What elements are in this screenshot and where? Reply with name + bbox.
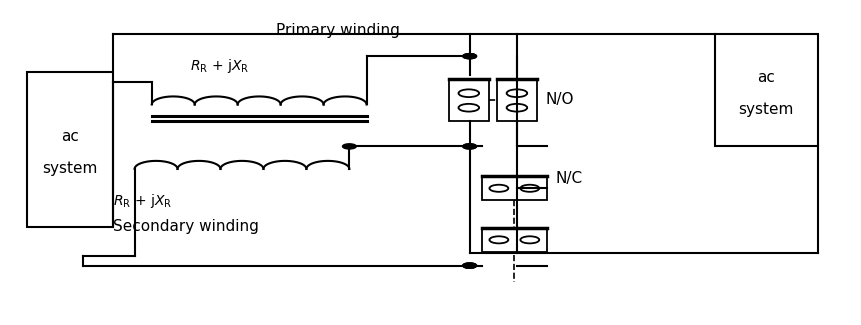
Circle shape xyxy=(462,144,476,149)
Circle shape xyxy=(462,263,476,268)
Bar xyxy=(481,228,546,252)
Circle shape xyxy=(462,54,476,59)
Circle shape xyxy=(462,54,476,59)
Text: N/O: N/O xyxy=(545,92,573,107)
Text: N/C: N/C xyxy=(554,171,582,186)
Bar xyxy=(714,33,817,146)
Bar xyxy=(449,79,488,121)
Text: $R_{\mathrm{R}}$ + j$X_{\mathrm{R}}$: $R_{\mathrm{R}}$ + j$X_{\mathrm{R}}$ xyxy=(190,57,250,75)
Circle shape xyxy=(462,263,476,268)
Text: system: system xyxy=(738,102,793,117)
Bar xyxy=(497,79,536,121)
Circle shape xyxy=(462,144,476,149)
Text: Secondary winding: Secondary winding xyxy=(113,219,258,234)
Text: Primary winding: Primary winding xyxy=(276,23,400,38)
Text: ac: ac xyxy=(756,70,774,84)
Bar xyxy=(28,72,113,227)
Bar xyxy=(481,176,546,200)
Text: system: system xyxy=(42,162,97,176)
Text: ac: ac xyxy=(61,129,79,144)
Text: $R_{\mathrm{R}}$ + j$X_{\mathrm{R}}$: $R_{\mathrm{R}}$ + j$X_{\mathrm{R}}$ xyxy=(113,192,172,210)
Circle shape xyxy=(342,144,356,149)
Circle shape xyxy=(462,263,476,268)
